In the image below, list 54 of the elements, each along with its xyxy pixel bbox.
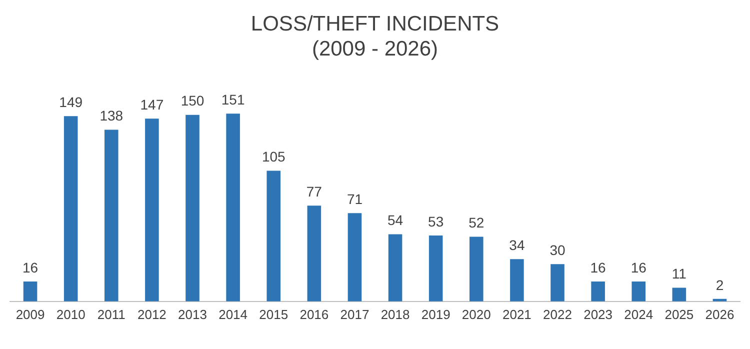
x-tick-label: 2012 [137, 306, 166, 322]
bar [307, 206, 322, 302]
bar [428, 235, 443, 302]
bar [510, 259, 524, 302]
data-label: 138 [100, 108, 124, 124]
data-label: 34 [509, 236, 525, 253]
bar [23, 282, 38, 302]
data-label: 151 [221, 91, 245, 108]
data-label: 2 [716, 276, 724, 293]
x-tick-label: 2023 [584, 306, 613, 322]
x-tick-label: 2021 [502, 306, 532, 322]
x-tick-label: 2019 [421, 306, 450, 322]
x-tick-label: 2014 [218, 306, 248, 322]
x-tick-label: 2018 [380, 306, 410, 322]
x-tick-label: 2020 [462, 306, 491, 322]
data-label: 54 [387, 212, 404, 228]
bar [266, 170, 281, 302]
data-label: 147 [140, 96, 164, 112]
data-label: 11 [672, 266, 687, 282]
bar [226, 114, 240, 302]
bar [550, 264, 564, 302]
x-tick-label: 2017 [340, 306, 370, 322]
x-tick-label: 2009 [16, 306, 45, 322]
x-tick-label: 2010 [56, 306, 86, 322]
x-tick-label: 2026 [705, 306, 734, 322]
data-label: 53 [428, 213, 444, 230]
x-tick-label: 2022 [543, 306, 572, 322]
bar [672, 288, 686, 302]
data-label: 52 [468, 214, 484, 231]
bar [104, 130, 118, 302]
data-label: 16 [22, 259, 38, 276]
x-tick-label: 2025 [664, 306, 694, 322]
data-label: 149 [59, 94, 83, 110]
bar [469, 236, 484, 302]
data-label: 77 [306, 183, 322, 200]
bar [145, 118, 159, 302]
bar [388, 234, 402, 302]
bar [348, 213, 362, 302]
x-tick-label: 2011 [97, 306, 126, 322]
data-label: 71 [346, 190, 363, 207]
bar [632, 282, 646, 302]
data-label: 16 [590, 259, 606, 276]
bar [186, 114, 200, 302]
data-label: 16 [630, 259, 647, 276]
data-label: 150 [180, 92, 204, 109]
bar [64, 116, 78, 302]
x-tick-label: 2013 [178, 306, 207, 322]
x-tick-label: 2024 [624, 306, 654, 322]
chart-title: LOSS/THEFT INCIDENTS (2009 - 2026) [250, 12, 500, 61]
x-tick-label: 2016 [300, 306, 329, 322]
x-tick-label: 2015 [259, 306, 288, 322]
data-label: 105 [262, 148, 286, 165]
data-label: 30 [550, 242, 566, 258]
bar [591, 282, 605, 302]
